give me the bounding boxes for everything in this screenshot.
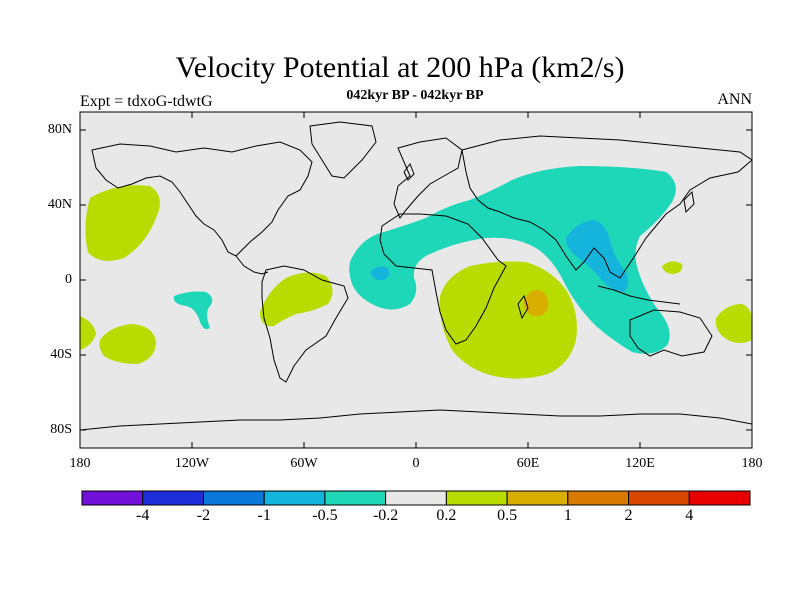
velocity-potential-field bbox=[80, 166, 752, 379]
experiment-label: Expt = tdxoG-tdwtG bbox=[80, 93, 213, 110]
contour-negative-mid-atlantic bbox=[370, 266, 390, 281]
colorbar-label: -4 bbox=[136, 507, 150, 524]
coastline-asia bbox=[461, 135, 752, 279]
coastline-europe bbox=[393, 137, 463, 219]
colorbar-swatch bbox=[567, 490, 630, 506]
contour-negative-east-pacific bbox=[173, 291, 213, 330]
coastline-indonesia bbox=[597, 285, 681, 305]
contour-positive-west-pacific bbox=[662, 261, 683, 274]
colorbar bbox=[81, 490, 751, 506]
contour-positive-south-pacific-west bbox=[80, 316, 96, 350]
colorbar-swatch bbox=[324, 490, 387, 506]
colorbar-label: 0.5 bbox=[497, 507, 518, 524]
colorbar-swatch bbox=[263, 490, 326, 506]
lon-label-180w: 180 bbox=[69, 456, 91, 471]
colorbar-label: 1 bbox=[563, 507, 572, 524]
colorbar-swatch bbox=[628, 490, 690, 506]
colorbar-label: 4 bbox=[685, 507, 694, 524]
coastline-australia bbox=[629, 309, 713, 357]
coastline-madagascar bbox=[517, 294, 529, 320]
coastline-antarctica bbox=[80, 409, 752, 431]
contour-positive-madagascar-peak bbox=[523, 289, 549, 317]
lat-label-0: 0 bbox=[65, 272, 72, 287]
lon-label-120e: 120E bbox=[625, 456, 655, 471]
colorbar-swatch bbox=[385, 490, 447, 506]
coastline-greenland bbox=[309, 121, 377, 179]
colorbar-label: -1 bbox=[257, 507, 271, 524]
lon-label-60e: 60E bbox=[516, 456, 540, 471]
colorbar-swatch bbox=[506, 490, 569, 506]
colorbar-swatch bbox=[202, 490, 265, 506]
plot-subtitle: 042kyr BP - 042kyr BP bbox=[346, 88, 484, 103]
coastlines bbox=[80, 121, 752, 431]
colorbar-label: -2 bbox=[196, 507, 211, 524]
coastline-central-america bbox=[235, 255, 269, 275]
colorbar-swatch bbox=[81, 490, 144, 506]
contour-positive-south-pacific bbox=[99, 324, 156, 364]
coastline-japan bbox=[683, 190, 695, 214]
coastline-africa bbox=[379, 213, 507, 345]
season-label: ANN bbox=[717, 91, 752, 108]
lon-label-0: 0 bbox=[412, 456, 420, 471]
contour-negative-eurasia-indian bbox=[349, 166, 676, 354]
colorbar-label: -0.2 bbox=[372, 507, 399, 524]
lat-label-40n: 40N bbox=[47, 197, 72, 212]
lat-label-80n: 80N bbox=[47, 122, 72, 137]
contour-positive-south-pacific-east bbox=[715, 304, 752, 343]
colorbar-swatch bbox=[142, 490, 204, 506]
contour-positive-north-pacific bbox=[85, 185, 160, 261]
lon-label-60w: 60W bbox=[290, 456, 318, 471]
colorbar-label: 0.2 bbox=[436, 507, 457, 524]
lon-label-120w: 120W bbox=[174, 456, 210, 471]
contour-positive-africa-indian bbox=[439, 261, 577, 379]
colorbar-label: 2 bbox=[624, 507, 633, 524]
axis-ticks bbox=[80, 112, 752, 448]
map-panel bbox=[80, 112, 752, 448]
contour-positive-south-america bbox=[260, 272, 333, 327]
colorbar-swatch bbox=[688, 490, 751, 506]
lat-label-40s: 40S bbox=[50, 347, 72, 362]
coastline-south-america bbox=[261, 265, 349, 383]
lon-label-180e: 180 bbox=[741, 456, 763, 471]
coastline-uk bbox=[403, 162, 415, 181]
colorbar-swatch bbox=[445, 490, 508, 506]
lat-label-80s: 80S bbox=[50, 422, 72, 437]
colorbar-label: -0.5 bbox=[312, 507, 338, 524]
page-title: Velocity Potential at 200 hPa (km2/s) bbox=[175, 51, 625, 84]
coastline-north-america bbox=[91, 141, 313, 257]
